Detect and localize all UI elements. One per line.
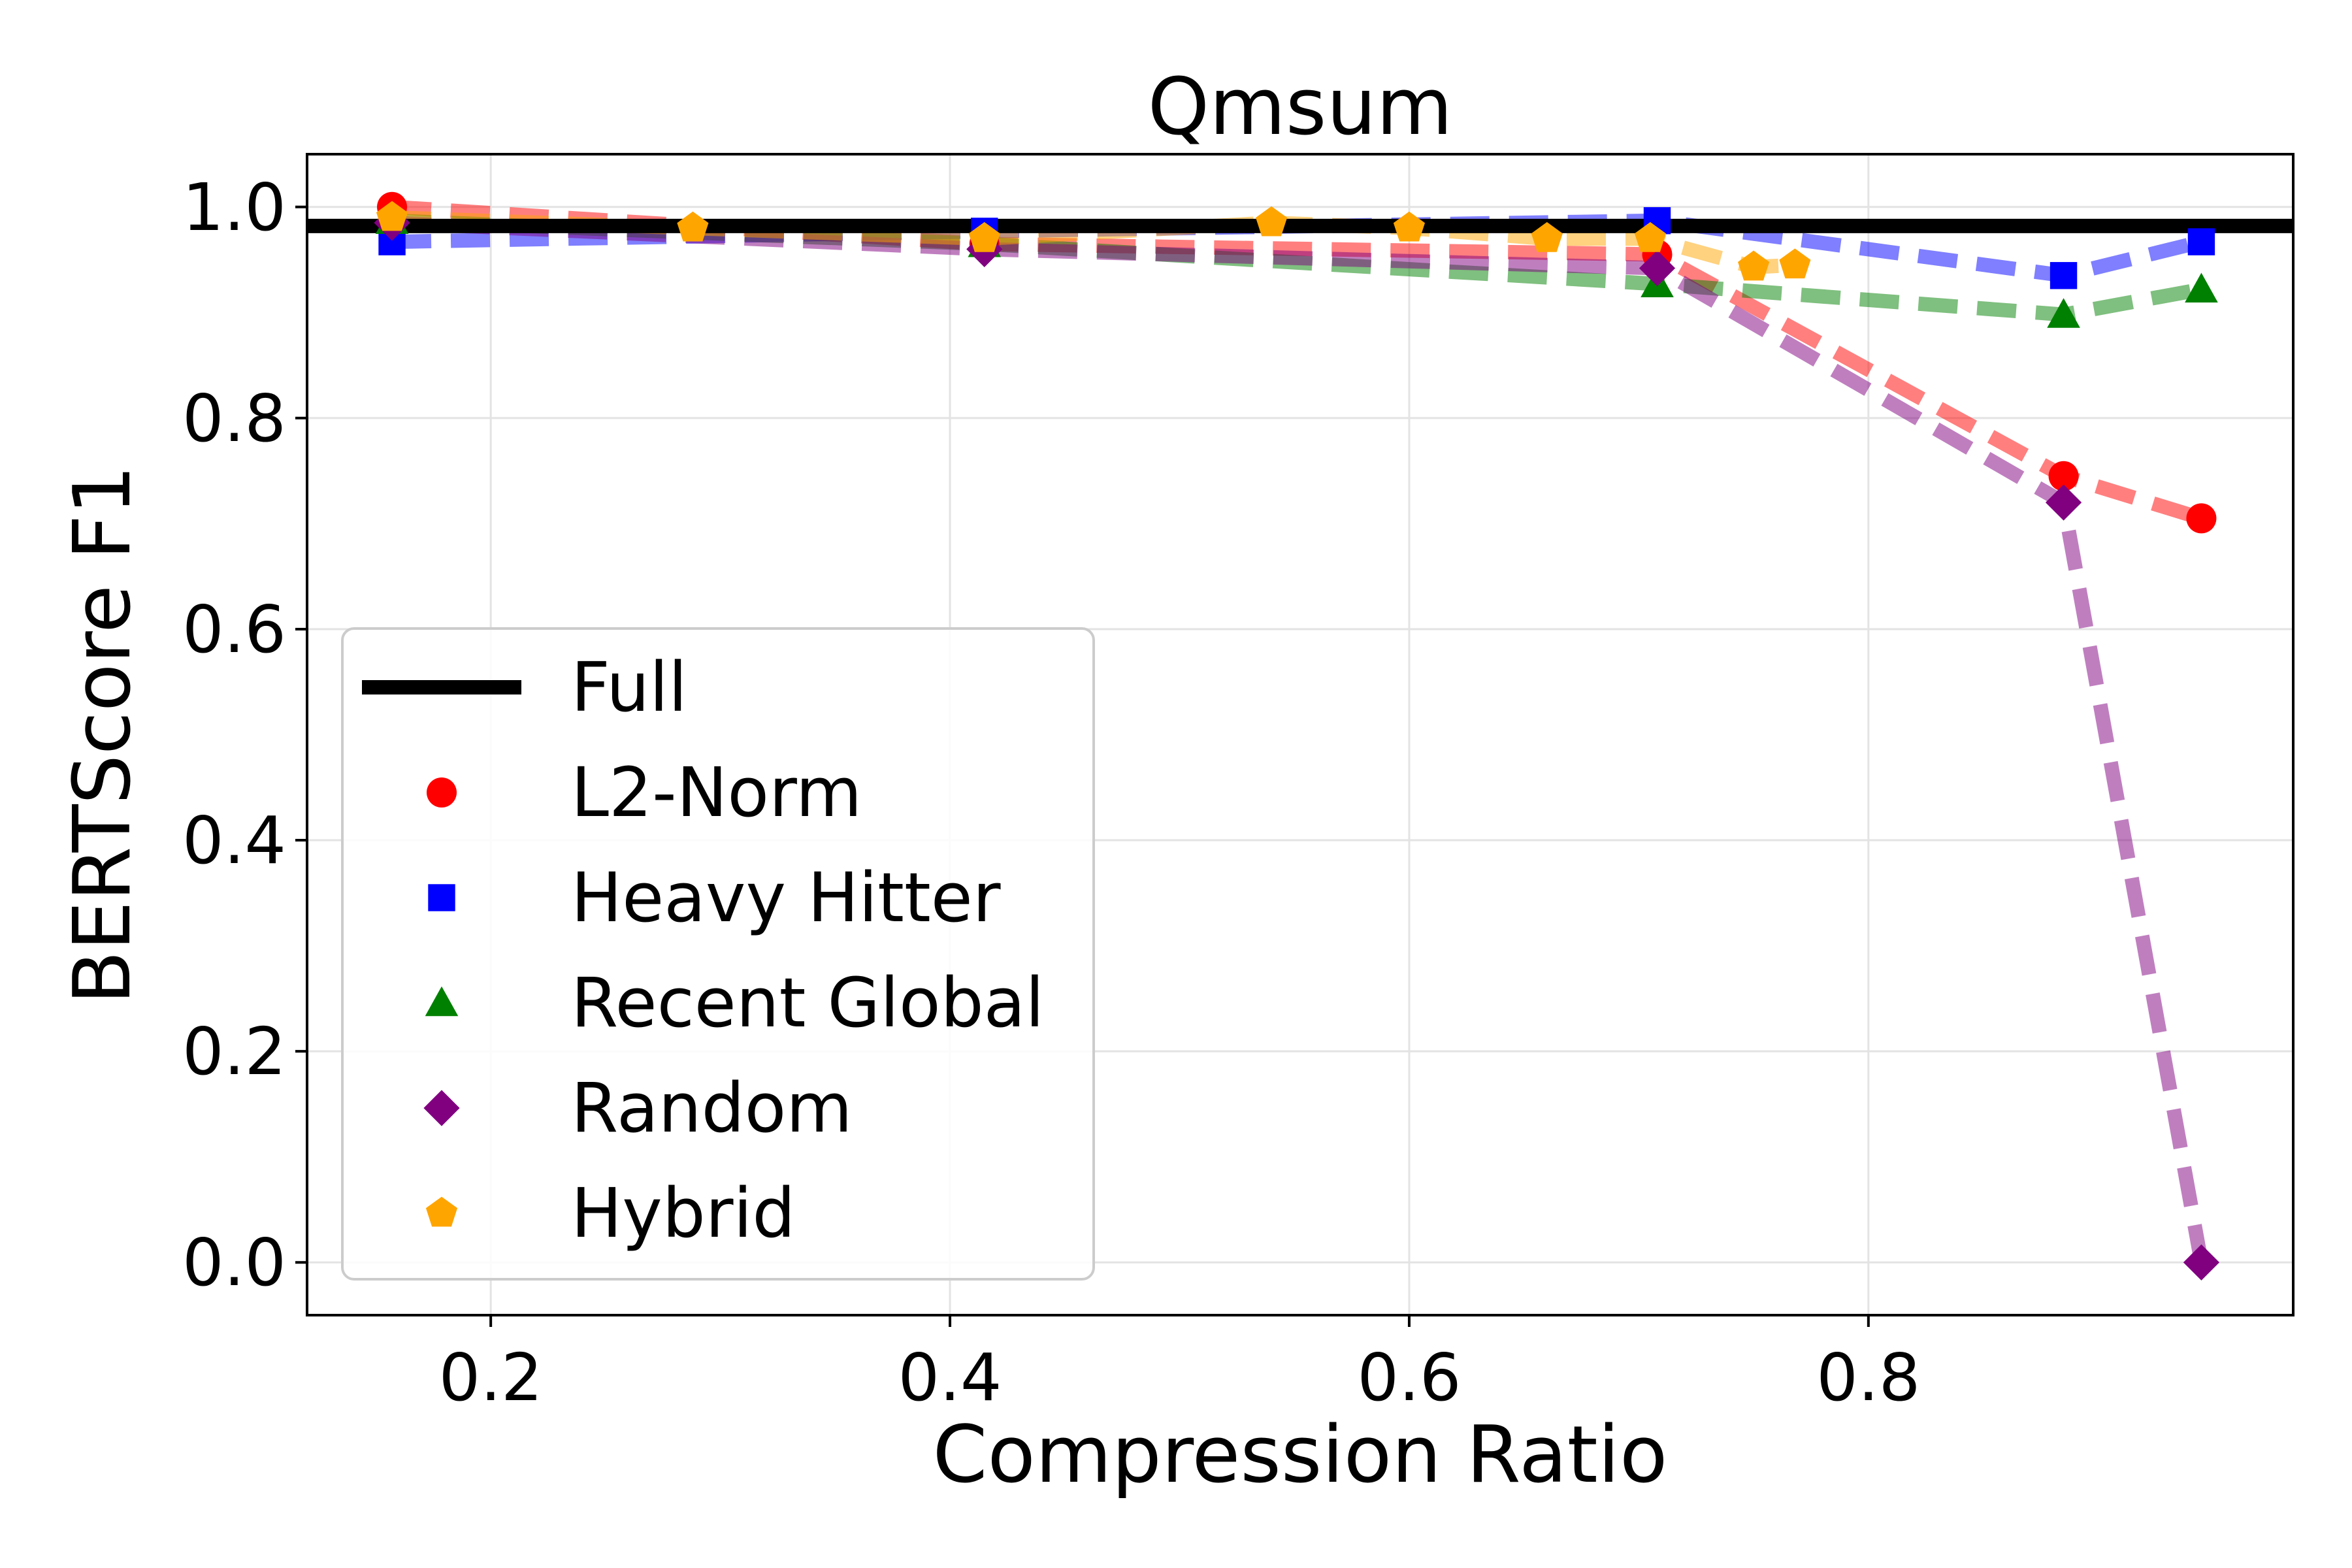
point-recent-global bbox=[2047, 298, 2080, 328]
legend-symbol-heavy-hitter bbox=[428, 884, 455, 911]
y-tick-label: 0.4 bbox=[182, 802, 286, 879]
x-axis-label: Compression Ratio bbox=[933, 1410, 1668, 1501]
point-hybrid bbox=[677, 211, 709, 242]
series-layer bbox=[307, 191, 2293, 1281]
x-tick-label: 0.2 bbox=[439, 1339, 543, 1416]
point-l2-norm bbox=[2186, 503, 2217, 534]
y-axis-label: BERTScore F1 bbox=[57, 465, 148, 1005]
point-heavy-hitter bbox=[2050, 262, 2078, 289]
point-hybrid bbox=[1393, 211, 1425, 242]
point-random bbox=[2183, 1244, 2220, 1281]
point-hybrid bbox=[376, 201, 408, 231]
y-tick-label: 0.6 bbox=[182, 591, 286, 668]
x-tick-label: 0.4 bbox=[898, 1339, 1002, 1416]
point-hybrid bbox=[1634, 221, 1667, 252]
legend: Full L2-Norm Heavy Hitter Recent Global Rand… bbox=[341, 627, 1095, 1281]
point-hybrid bbox=[1256, 206, 1288, 237]
y-tick-label: 0.0 bbox=[182, 1224, 286, 1301]
legend-label-hybrid: Hybrid bbox=[571, 1173, 795, 1253]
x-tick-label: 0.8 bbox=[1816, 1339, 1920, 1416]
ticks: 0.2 0.4 0.6 0.8 0.0 0.2 0.4 0.6 0.8 1.0 bbox=[182, 169, 1920, 1416]
legend-label-recent-global: Recent Global bbox=[571, 963, 1044, 1043]
legend-symbol-recent-global bbox=[425, 986, 459, 1017]
legend-label-heavy-hitter: Heavy Hitter bbox=[571, 858, 1001, 938]
y-tick-label: 0.2 bbox=[182, 1013, 286, 1090]
point-heavy-hitter bbox=[2187, 228, 2215, 255]
y-tick-label: 0.8 bbox=[182, 380, 286, 457]
legend-label-l2-norm: L2-Norm bbox=[571, 753, 862, 832]
legend-box bbox=[341, 627, 1095, 1281]
plot-frame bbox=[306, 153, 2295, 1316]
point-hybrid bbox=[1531, 221, 1563, 252]
chart-title: Qmsum bbox=[1148, 62, 1453, 153]
legend-label-full: Full bbox=[571, 647, 687, 727]
point-random bbox=[2045, 484, 2082, 521]
legend-symbol-random bbox=[423, 1090, 460, 1126]
point-hybrid bbox=[1779, 248, 1811, 279]
point-random bbox=[1639, 250, 1676, 287]
legend-symbol-hybrid bbox=[425, 1196, 458, 1227]
point-l2-norm bbox=[2048, 461, 2079, 491]
y-tick-label: 1.0 bbox=[182, 169, 286, 246]
legend-symbol-l2-norm bbox=[427, 777, 457, 808]
legend-label-random: Random bbox=[571, 1068, 853, 1148]
point-hybrid bbox=[1738, 250, 1770, 281]
point-hybrid bbox=[968, 221, 1000, 252]
point-recent-global bbox=[2185, 272, 2218, 303]
x-tick-label: 0.6 bbox=[1357, 1339, 1461, 1416]
